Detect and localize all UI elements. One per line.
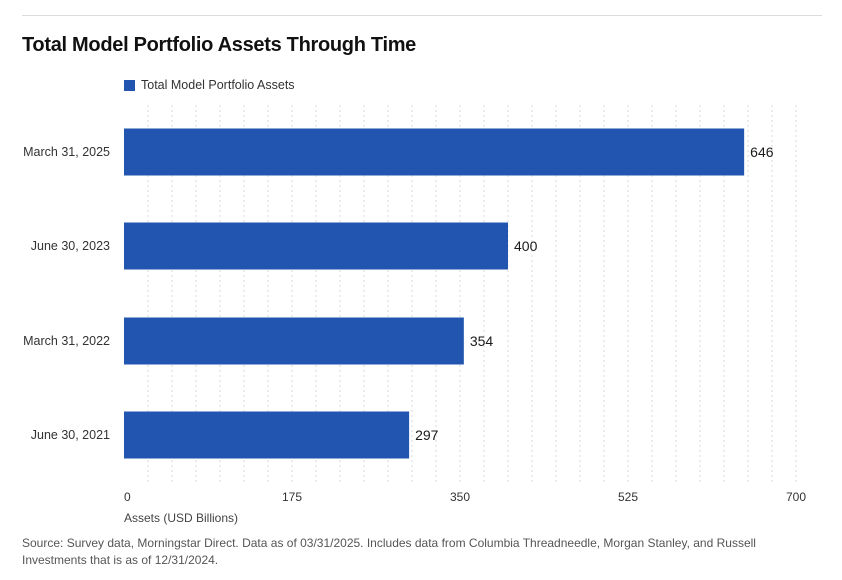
- chart-title: Total Model Portfolio Assets Through Tim…: [22, 34, 417, 56]
- x-tick-label: 175: [282, 490, 302, 504]
- bar: [124, 222, 508, 270]
- x-tick-label: 0: [124, 490, 131, 504]
- category-label: June 30, 2023: [31, 239, 110, 253]
- category-label: June 30, 2021: [31, 428, 110, 442]
- bar: [124, 411, 410, 459]
- bars: [124, 128, 745, 459]
- value-label: 354: [470, 333, 494, 349]
- value-label: 646: [750, 144, 774, 160]
- legend-swatch: [124, 79, 135, 91]
- x-tick-label: 700: [786, 490, 806, 504]
- bar: [124, 317, 464, 365]
- category-label: March 31, 2025: [23, 145, 110, 159]
- x-tick-label: 525: [618, 490, 638, 504]
- value-label: 400: [514, 238, 538, 254]
- source-note: Source: Survey data, Morningstar Direct.…: [22, 536, 756, 567]
- top-divider: [22, 15, 822, 16]
- value-labels: 646 400 354 297: [415, 144, 774, 443]
- value-label: 297: [415, 427, 439, 443]
- x-tick-label: 350: [450, 490, 470, 504]
- x-axis-label: Assets (USD Billions): [124, 511, 238, 525]
- x-axis-ticks: 0 175 350 525 700: [124, 490, 806, 504]
- category-labels: March 31, 2025 June 30, 2023 March 31, 202…: [23, 145, 110, 442]
- bar: [124, 128, 745, 176]
- category-label: March 31, 2022: [23, 334, 110, 348]
- legend: Total Model Portfolio Assets: [124, 78, 295, 92]
- legend-label: Total Model Portfolio Assets: [141, 78, 295, 92]
